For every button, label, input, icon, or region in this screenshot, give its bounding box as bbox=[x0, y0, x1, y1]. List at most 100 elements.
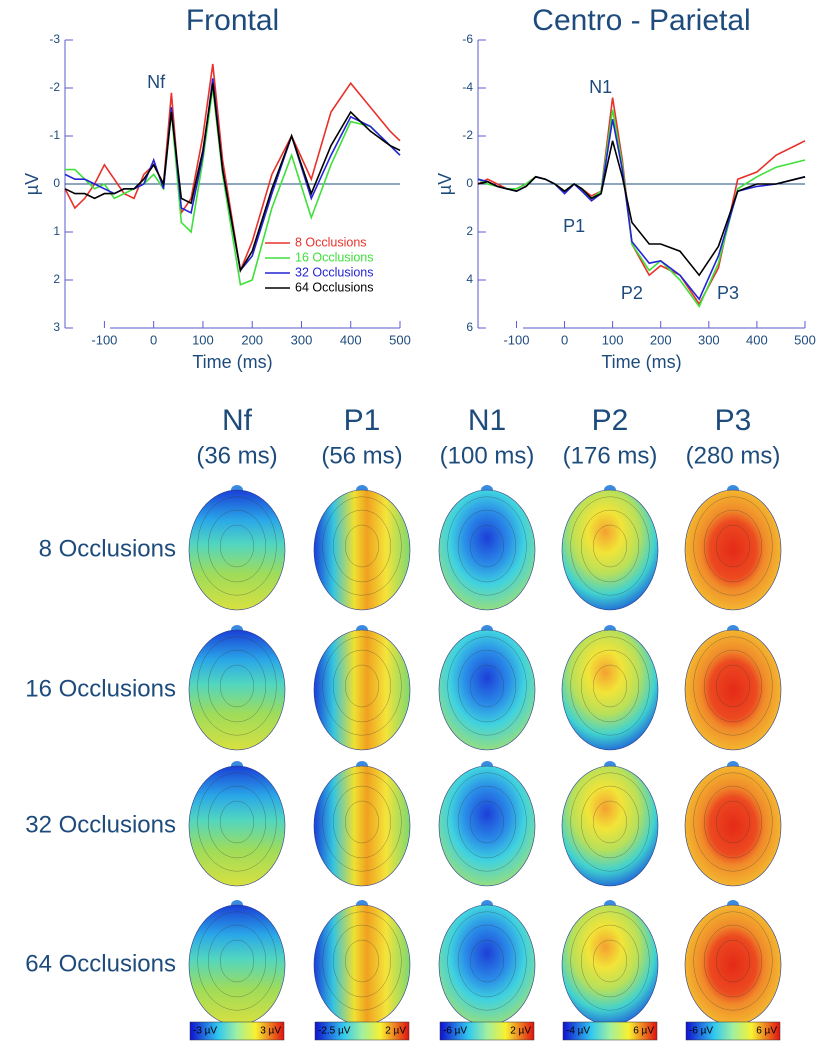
contour bbox=[703, 649, 763, 723]
contour bbox=[447, 772, 527, 872]
head-map bbox=[561, 629, 659, 751]
legend-label: 16 Occlusions bbox=[295, 250, 374, 264]
y-tick-label: -2 bbox=[49, 80, 60, 94]
annotation: P3 bbox=[717, 283, 739, 303]
x-tick-label: 500 bbox=[794, 332, 816, 347]
contour bbox=[570, 911, 650, 1011]
chart-title: Frontal bbox=[186, 4, 279, 37]
contour bbox=[580, 785, 640, 859]
column-time: (280 ms) bbox=[686, 442, 781, 469]
head-map bbox=[684, 489, 782, 611]
contour bbox=[469, 664, 505, 708]
contour bbox=[469, 800, 505, 844]
contour bbox=[715, 800, 751, 844]
data-line bbox=[477, 140, 806, 277]
contour bbox=[715, 939, 751, 983]
contour bbox=[344, 939, 380, 983]
contour bbox=[592, 800, 628, 844]
contour bbox=[322, 496, 402, 596]
contour bbox=[570, 772, 650, 872]
contour bbox=[332, 509, 392, 583]
data-line bbox=[477, 109, 806, 308]
y-tick-label: -2 bbox=[462, 128, 473, 142]
head-map bbox=[313, 904, 411, 1026]
colorbar bbox=[189, 1021, 285, 1041]
contour bbox=[592, 664, 628, 708]
annotation: Nf bbox=[147, 72, 166, 92]
x-tick-label: 400 bbox=[340, 332, 362, 347]
contour bbox=[344, 664, 380, 708]
contour bbox=[693, 496, 773, 596]
contour bbox=[322, 911, 402, 1011]
legend-label: 32 Occlusions bbox=[295, 265, 374, 279]
contour bbox=[332, 785, 392, 859]
head-map bbox=[188, 629, 286, 751]
row-label: 16 Occlusions bbox=[25, 675, 176, 702]
contour bbox=[580, 924, 640, 998]
colorbar-min: -6 µV bbox=[689, 1026, 713, 1037]
y-tick-label: 0 bbox=[466, 176, 473, 190]
colorbar-min: -6 µV bbox=[443, 1026, 467, 1037]
colorbar-max: 2 µV bbox=[385, 1026, 406, 1037]
x-tick-label: -100 bbox=[91, 332, 117, 347]
head-map bbox=[313, 489, 411, 611]
contour bbox=[322, 772, 402, 872]
x-tick-label: 300 bbox=[291, 332, 313, 347]
contour bbox=[457, 924, 517, 998]
contour bbox=[693, 911, 773, 1011]
data-line bbox=[477, 97, 806, 306]
colorbar-max: 2 µV bbox=[510, 1026, 531, 1037]
contour bbox=[693, 636, 773, 736]
colorbar-min: -4 µV bbox=[566, 1026, 590, 1037]
head-map bbox=[438, 489, 536, 611]
x-tick-label: 100 bbox=[192, 332, 214, 347]
column-label: Nf bbox=[222, 404, 253, 437]
y-tick-label: 4 bbox=[466, 272, 473, 286]
y-tick-label: 1 bbox=[53, 224, 60, 238]
y-tick-label: 2 bbox=[466, 224, 473, 238]
contour bbox=[580, 649, 640, 723]
y-tick-label: 0 bbox=[53, 176, 60, 190]
contour bbox=[592, 939, 628, 983]
x-axis-label: Time (ms) bbox=[601, 352, 681, 372]
colorbar bbox=[562, 1021, 658, 1041]
contour bbox=[344, 524, 380, 568]
x-tick-label: 300 bbox=[698, 332, 720, 347]
contour bbox=[219, 939, 255, 983]
data-line bbox=[64, 78, 401, 273]
column-label: N1 bbox=[468, 404, 506, 437]
contour bbox=[207, 924, 267, 998]
x-tick-label: -100 bbox=[503, 332, 529, 347]
colorbar bbox=[439, 1021, 535, 1041]
colorbar-min: -3 µV bbox=[193, 1026, 217, 1037]
contour bbox=[570, 636, 650, 736]
row-label: 64 Occlusions bbox=[25, 950, 176, 977]
contour bbox=[447, 911, 527, 1011]
contour bbox=[580, 509, 640, 583]
y-tick-label: 3 bbox=[53, 320, 60, 334]
contour bbox=[715, 524, 751, 568]
annotation: N1 bbox=[589, 77, 612, 97]
data-line bbox=[64, 83, 401, 273]
colorbar-min: -2.5 µV bbox=[318, 1026, 351, 1037]
head-map bbox=[438, 904, 536, 1026]
contour bbox=[197, 496, 277, 596]
y-tick-label: 6 bbox=[466, 320, 473, 334]
contour bbox=[703, 509, 763, 583]
x-tick-label: 0 bbox=[150, 332, 157, 347]
head-map bbox=[188, 489, 286, 611]
head-map bbox=[684, 765, 782, 887]
y-axis-label: µV bbox=[435, 173, 455, 195]
contour bbox=[703, 924, 763, 998]
chart-title: Centro - Parietal bbox=[532, 4, 750, 37]
head-map bbox=[438, 629, 536, 751]
contour bbox=[332, 924, 392, 998]
contour bbox=[457, 785, 517, 859]
contour bbox=[207, 509, 267, 583]
head-map bbox=[561, 765, 659, 887]
x-tick-label: 200 bbox=[650, 332, 672, 347]
contour bbox=[219, 524, 255, 568]
contour bbox=[219, 800, 255, 844]
head-map bbox=[188, 765, 286, 887]
annotation: P2 bbox=[621, 283, 643, 303]
